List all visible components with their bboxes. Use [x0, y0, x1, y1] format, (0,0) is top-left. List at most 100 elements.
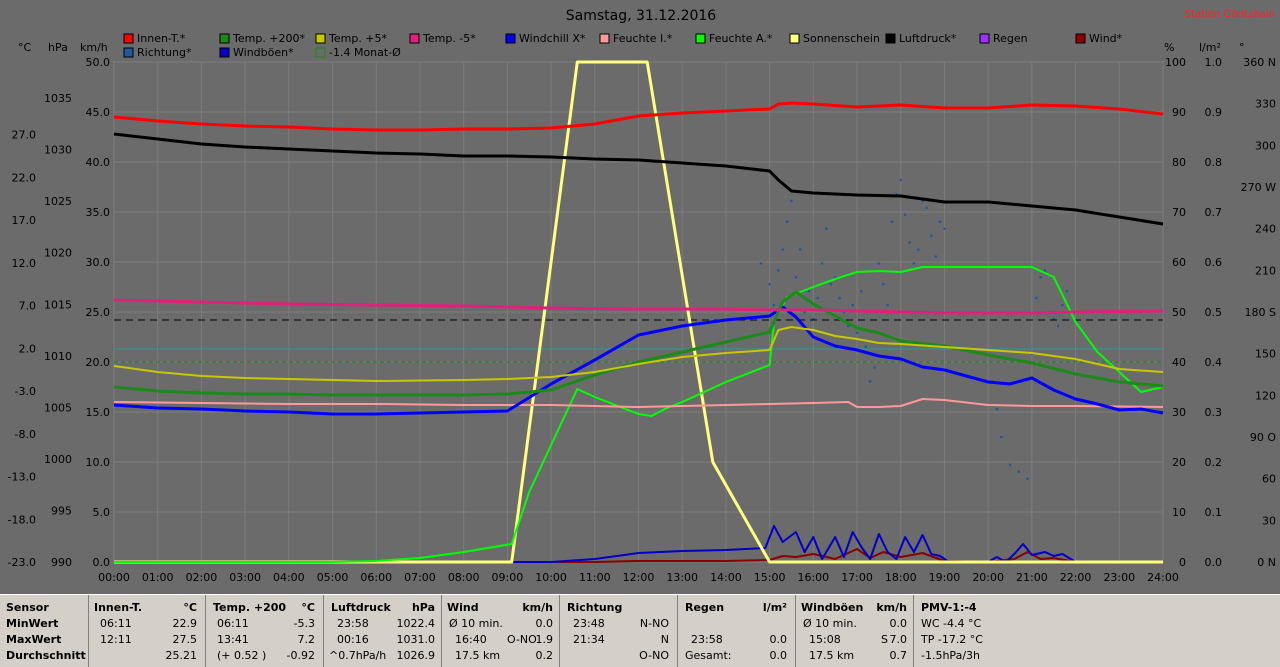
direction-point — [864, 345, 868, 349]
legend-swatch — [789, 33, 800, 44]
stats-druck-min-value: 1022.4 — [396, 617, 436, 630]
x-tick-label: 24:00 — [1147, 571, 1179, 584]
stats-druck-avg-value: 1026.9 — [396, 649, 436, 662]
stats-druck-unit: hPa — [411, 601, 435, 614]
direction-point — [943, 227, 946, 230]
legend-item: Sonnenschein — [789, 32, 880, 45]
unit-kmh: km/h — [80, 41, 108, 54]
y-tick-celsius: -18.0 — [8, 513, 36, 526]
legend-swatch — [885, 33, 896, 44]
legend-swatch — [315, 47, 326, 58]
x-tick-label: 06:00 — [360, 571, 392, 584]
stats-boeen-max-dir: S — [881, 633, 888, 646]
y-tick-kmh: 50.0 — [86, 56, 111, 69]
stats-wind-head: Wind — [447, 601, 479, 614]
legend-label: Innen-T.* — [137, 32, 186, 45]
stats-max-label: MaxWert — [6, 633, 62, 646]
x-tick-label: 21:00 — [1016, 571, 1048, 584]
series-line — [113, 326, 1164, 382]
stats-temp-head: Temp. +200 — [213, 601, 287, 614]
stats-regen-max-value: 0.0 — [769, 633, 788, 646]
y-tick-percent: 20 — [1172, 456, 1186, 469]
legend-item: Feuchte I.* — [599, 32, 673, 45]
stats-wind-min-value: 0.0 — [535, 617, 554, 630]
station-label: Station Göritzhain — [1185, 9, 1275, 20]
legend-label: Windböen* — [233, 46, 294, 59]
stats-regen-head: Regen — [685, 601, 725, 614]
stats-temp-avg-value: -0.92 — [286, 649, 315, 662]
y-tick-deg: 120 — [1255, 389, 1276, 402]
y-tick-hpa: 1030 — [44, 144, 72, 157]
y-tick-celsius: 7.0 — [19, 300, 37, 313]
y-tick-deg: 150 — [1255, 348, 1276, 361]
direction-point — [881, 282, 885, 286]
direction-point — [1039, 275, 1042, 279]
x-tick-label: 05:00 — [317, 571, 349, 584]
legend-label: Richtung* — [137, 46, 192, 59]
y-tick-lm2: 0.9 — [1205, 106, 1223, 119]
stats-innen-min-time: 06:11 — [100, 617, 132, 630]
y-tick-kmh: 20.0 — [86, 356, 111, 369]
y-tick-percent: 100 — [1165, 56, 1186, 69]
y-tick-celsius: -13.0 — [8, 471, 36, 484]
direction-point — [820, 262, 824, 265]
legend-label: Luftdruck* — [899, 32, 957, 45]
x-tick-label: 16:00 — [797, 571, 829, 584]
stats-boeen-max-time: 15:08 — [809, 633, 841, 646]
direction-point — [903, 213, 907, 217]
legend-label: Wind* — [1089, 32, 1123, 45]
direction-point — [873, 366, 876, 369]
y-tick-lm2: 0.5 — [1205, 306, 1223, 319]
x-tick-label: 00:00 — [98, 571, 130, 584]
y-tick-celsius: 17.0 — [12, 214, 37, 227]
y-tick-hpa: 1015 — [44, 298, 72, 311]
series-line — [113, 101, 1164, 132]
direction-point — [829, 282, 833, 286]
legend-label: Temp. -5* — [422, 32, 476, 45]
stats-sensor-label: Sensor — [6, 601, 49, 614]
direction-point — [825, 227, 828, 230]
legend-label: Feuchte A.* — [709, 32, 773, 45]
legend-item: Temp. +5* — [315, 32, 388, 45]
x-tick-label: 07:00 — [404, 571, 436, 584]
direction-point — [781, 248, 785, 251]
x-tick-label: 20:00 — [972, 571, 1004, 584]
stats-regen-total-value: 0.0 — [769, 649, 788, 662]
series-layer — [113, 60, 1164, 564]
y-tick-deg: 60 — [1262, 473, 1276, 486]
legend-swatch — [1075, 33, 1086, 44]
y-tick-kmh: 5.0 — [93, 506, 111, 519]
y-tick-lm2: 1.0 — [1205, 56, 1223, 69]
unit-deg: ° — [1239, 41, 1245, 54]
axis-ticks: 00:00 01:00 02:00 03:00 04:00 05:00 06:00 07:00… — [8, 56, 1277, 584]
direction-point — [838, 296, 841, 300]
stats-boeen-min-note: Ø 10 min. — [803, 617, 857, 630]
y-tick-celsius: 27.0 — [12, 129, 37, 142]
chart-title: Samstag, 31.12.2016 — [566, 8, 717, 24]
y-tick-hpa: 1010 — [44, 350, 72, 363]
direction-point — [868, 380, 872, 383]
stats-boeen-max-value: 7.0 — [889, 633, 908, 646]
legend-item: Windchill X* — [505, 32, 586, 45]
direction-point — [1065, 289, 1069, 293]
y-tick-deg: 180 S — [1245, 306, 1276, 319]
stats-innen-max-value: 27.5 — [172, 633, 198, 646]
direction-point — [938, 220, 942, 224]
series-line — [114, 525, 1163, 563]
stats-druck-max-time: 00:16 — [337, 633, 369, 646]
stats-boeen-avg-value: 0.7 — [889, 649, 908, 662]
stats-regen-total-label: Gesamt: — [685, 649, 732, 662]
stats-avg-label: Durchschnitt — [6, 649, 86, 662]
stats-temp-max-value: 7.2 — [297, 633, 316, 646]
y-tick-celsius: 22.0 — [12, 171, 37, 184]
y-tick-kmh: 30.0 — [86, 256, 111, 269]
stats-druck-max-value: 1031.0 — [396, 633, 436, 646]
direction-point — [855, 331, 859, 335]
x-tick-label: 09:00 — [492, 571, 524, 584]
stats-temp-unit: °C — [301, 601, 315, 614]
stats-boeen-head: Windböen — [801, 601, 864, 614]
y-tick-percent: 50 — [1172, 306, 1186, 319]
unit-headers: °C hPa km/h % l/m² ° — [18, 41, 1245, 54]
stats-innen: Innen-T. °C 06:11 22.9 12:11 27.5 25.21 — [88, 595, 206, 667]
direction-point — [1034, 296, 1038, 300]
